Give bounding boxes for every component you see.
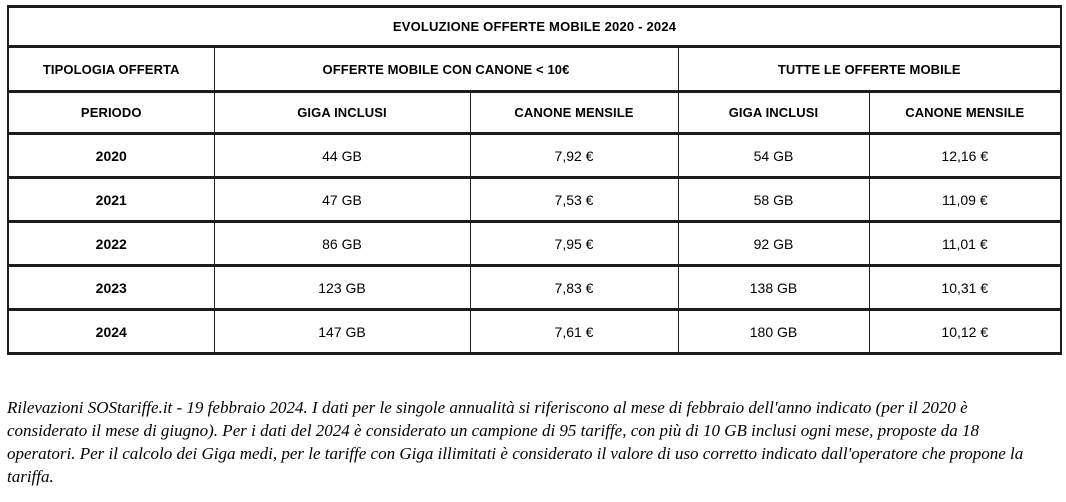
col-header-tipologia-offerta: TIPOLOGIA OFFERTA — [7, 45, 215, 93]
group-header-canone-under-10: OFFERTE MOBILE CON CANONE < 10€ — [213, 45, 679, 93]
col-header-giga-inclusi-low: GIGA INCLUSI — [213, 90, 471, 135]
period-cell: 2020 — [7, 132, 215, 179]
sub-header-row: PERIODO GIGA INCLUSI CANONE MENSILE GIGA… — [7, 90, 1062, 135]
col-header-giga-inclusi-all: GIGA INCLUSI — [677, 90, 870, 135]
giga-inclusi-low-cell: 147 GB — [213, 308, 471, 355]
canone-mensile-all-cell: 10,31 € — [868, 264, 1062, 311]
col-header-periodo: PERIODO — [7, 90, 215, 135]
giga-inclusi-low-cell: 44 GB — [213, 132, 471, 179]
footnote-line: operatori. Per il calcolo dei Giga medi,… — [7, 444, 1024, 463]
giga-inclusi-low-cell: 47 GB — [213, 176, 471, 223]
table-row-2024: 2024 147 GB 7,61 € 180 GB 10,12 € — [7, 308, 1062, 355]
giga-inclusi-all-cell: 54 GB — [677, 132, 870, 179]
group-header-tutte-le-offerte: TUTTE LE OFFERTE MOBILE — [677, 45, 1062, 93]
col-header-canone-mensile-low: CANONE MENSILE — [469, 90, 679, 135]
table-row-2021: 2021 47 GB 7,53 € 58 GB 11,09 € — [7, 176, 1062, 223]
canone-mensile-all-cell: 10,12 € — [868, 308, 1062, 355]
footnote-line: considerato il mese di giugno). Per i da… — [7, 421, 980, 440]
canone-mensile-all-cell: 12,16 € — [868, 132, 1062, 179]
period-cell: 2023 — [7, 264, 215, 311]
table-row-2022: 2022 86 GB 7,95 € 92 GB 11,01 € — [7, 220, 1062, 267]
period-cell: 2021 — [7, 176, 215, 223]
giga-inclusi-low-cell: 123 GB — [213, 264, 471, 311]
title-row: EVOLUZIONE OFFERTE MOBILE 2020 - 2024 — [7, 5, 1062, 48]
group-header-row: TIPOLOGIA OFFERTA OFFERTE MOBILE CON CAN… — [7, 45, 1062, 93]
giga-inclusi-all-cell: 180 GB — [677, 308, 870, 355]
source-footnote: Rilevazioni SOStariffe.it - 19 febbraio … — [7, 396, 1063, 488]
table-title: EVOLUZIONE OFFERTE MOBILE 2020 - 2024 — [7, 5, 1062, 48]
table-row-2023: 2023 123 GB 7,83 € 138 GB 10,31 € — [7, 264, 1062, 311]
canone-mensile-low-cell: 7,53 € — [469, 176, 679, 223]
period-cell: 2022 — [7, 220, 215, 267]
table-row-2020: 2020 44 GB 7,92 € 54 GB 12,16 € — [7, 132, 1062, 179]
canone-mensile-low-cell: 7,92 € — [469, 132, 679, 179]
giga-inclusi-low-cell: 86 GB — [213, 220, 471, 267]
giga-inclusi-all-cell: 138 GB — [677, 264, 870, 311]
canone-mensile-all-cell: 11,01 € — [868, 220, 1062, 267]
col-header-canone-mensile-all: CANONE MENSILE — [868, 90, 1062, 135]
canone-mensile-low-cell: 7,95 € — [469, 220, 679, 267]
canone-mensile-low-cell: 7,83 € — [469, 264, 679, 311]
canone-mensile-low-cell: 7,61 € — [469, 308, 679, 355]
canone-mensile-all-cell: 11,09 € — [868, 176, 1062, 223]
footnote-line: tariffa. — [7, 467, 54, 486]
footnote-line: Rilevazioni SOStariffe.it - 19 febbraio … — [7, 398, 968, 417]
giga-inclusi-all-cell: 58 GB — [677, 176, 870, 223]
period-cell: 2024 — [7, 308, 215, 355]
giga-inclusi-all-cell: 92 GB — [677, 220, 870, 267]
mobile-offers-evolution-table: EVOLUZIONE OFFERTE MOBILE 2020 - 2024 TI… — [7, 5, 1063, 355]
